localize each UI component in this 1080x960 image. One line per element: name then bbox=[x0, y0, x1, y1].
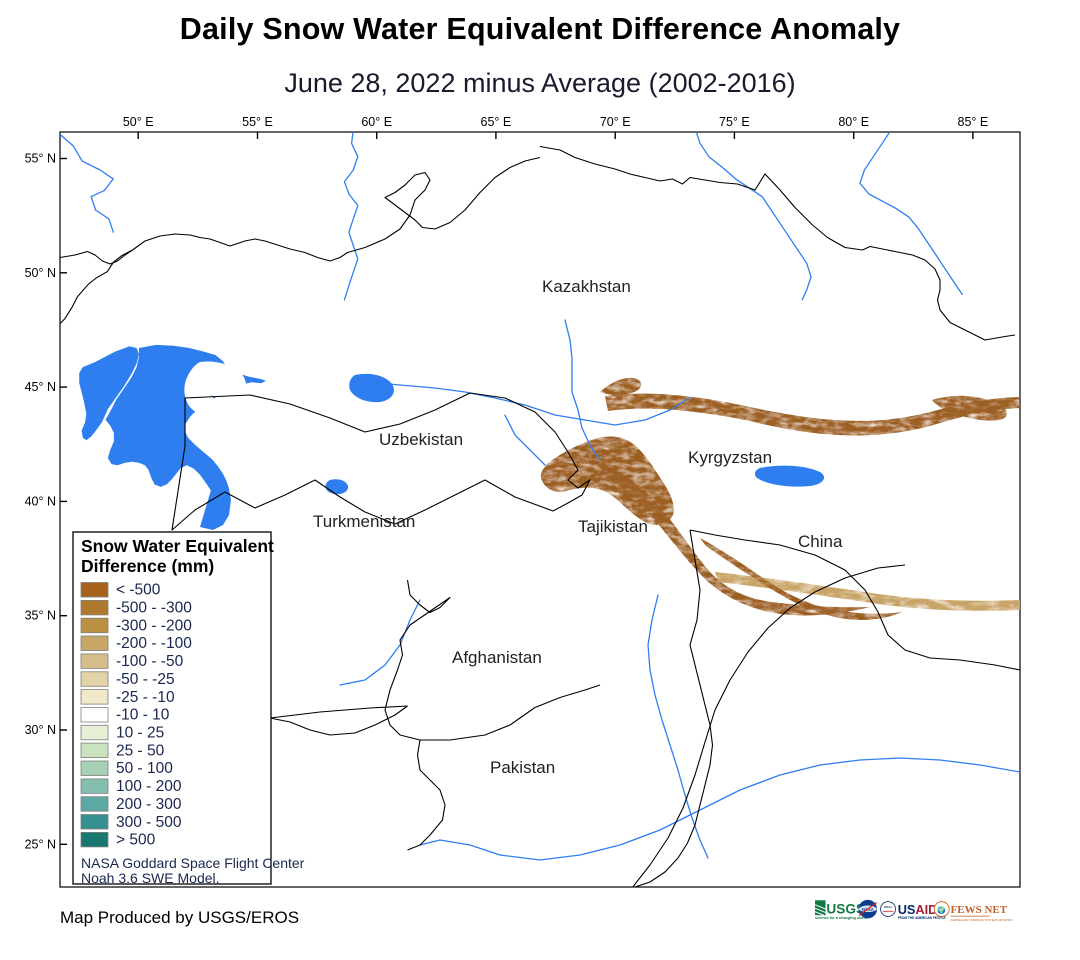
svg-text:-25 - -10: -25 - -10 bbox=[116, 689, 175, 706]
svg-text:Difference (mm): Difference (mm) bbox=[81, 556, 214, 576]
svg-text:10 - 25: 10 - 25 bbox=[116, 725, 164, 742]
svg-text:300 - 500: 300 - 500 bbox=[116, 814, 182, 831]
svg-text:75° E: 75° E bbox=[719, 115, 750, 129]
svg-text:50° N: 50° N bbox=[25, 266, 56, 280]
svg-text:65° E: 65° E bbox=[481, 115, 512, 129]
svg-text:Snow Water Equivalent: Snow Water Equivalent bbox=[81, 536, 274, 556]
svg-text:Turkmenistan: Turkmenistan bbox=[313, 512, 415, 531]
svg-text:-10 - 10: -10 - 10 bbox=[116, 707, 170, 724]
svg-text:Uzbekistan: Uzbekistan bbox=[379, 430, 463, 449]
svg-text:30° N: 30° N bbox=[25, 723, 56, 737]
svg-text:60° E: 60° E bbox=[361, 115, 392, 129]
svg-text:25° N: 25° N bbox=[25, 837, 56, 851]
svg-text:-300 - -200: -300 - -200 bbox=[116, 617, 192, 634]
svg-text:85° E: 85° E bbox=[958, 115, 989, 129]
svg-text:50 - 100: 50 - 100 bbox=[116, 760, 173, 777]
svg-text:NASA Goddard Space Flight Cent: NASA Goddard Space Flight Center bbox=[81, 855, 305, 871]
svg-text:Noah 3.6 SWE Model.: Noah 3.6 SWE Model. bbox=[81, 870, 220, 886]
svg-text:Tajikistan: Tajikistan bbox=[578, 517, 648, 536]
svg-text:> 500: > 500 bbox=[116, 832, 156, 849]
svg-text:45° N: 45° N bbox=[25, 380, 56, 394]
svg-text:Kyrgyzstan: Kyrgyzstan bbox=[688, 448, 772, 467]
svg-text:40° N: 40° N bbox=[25, 494, 56, 508]
svg-text:50° E: 50° E bbox=[123, 115, 154, 129]
svg-text:100 - 200: 100 - 200 bbox=[116, 778, 182, 795]
svg-text:Pakistan: Pakistan bbox=[490, 758, 555, 777]
svg-text:Kazakhstan: Kazakhstan bbox=[542, 277, 631, 296]
svg-text:200 - 300: 200 - 300 bbox=[116, 796, 182, 813]
svg-text:25 - 50: 25 - 50 bbox=[116, 742, 165, 759]
svg-text:70° E: 70° E bbox=[600, 115, 631, 129]
svg-text:-500 - -300: -500 - -300 bbox=[116, 600, 192, 617]
svg-text:35° N: 35° N bbox=[25, 609, 56, 623]
svg-text:-200 - -100: -200 - -100 bbox=[116, 635, 192, 652]
svg-text:-50 - -25: -50 - -25 bbox=[116, 671, 175, 688]
svg-text:55° N: 55° N bbox=[25, 152, 56, 166]
svg-text:China: China bbox=[798, 532, 843, 551]
svg-text:< -500: < -500 bbox=[116, 582, 161, 599]
svg-text:-100 - -50: -100 - -50 bbox=[116, 653, 184, 670]
svg-text:80° E: 80° E bbox=[838, 115, 869, 129]
svg-text:Afghanistan: Afghanistan bbox=[452, 648, 542, 667]
svg-text:55° E: 55° E bbox=[242, 115, 273, 129]
